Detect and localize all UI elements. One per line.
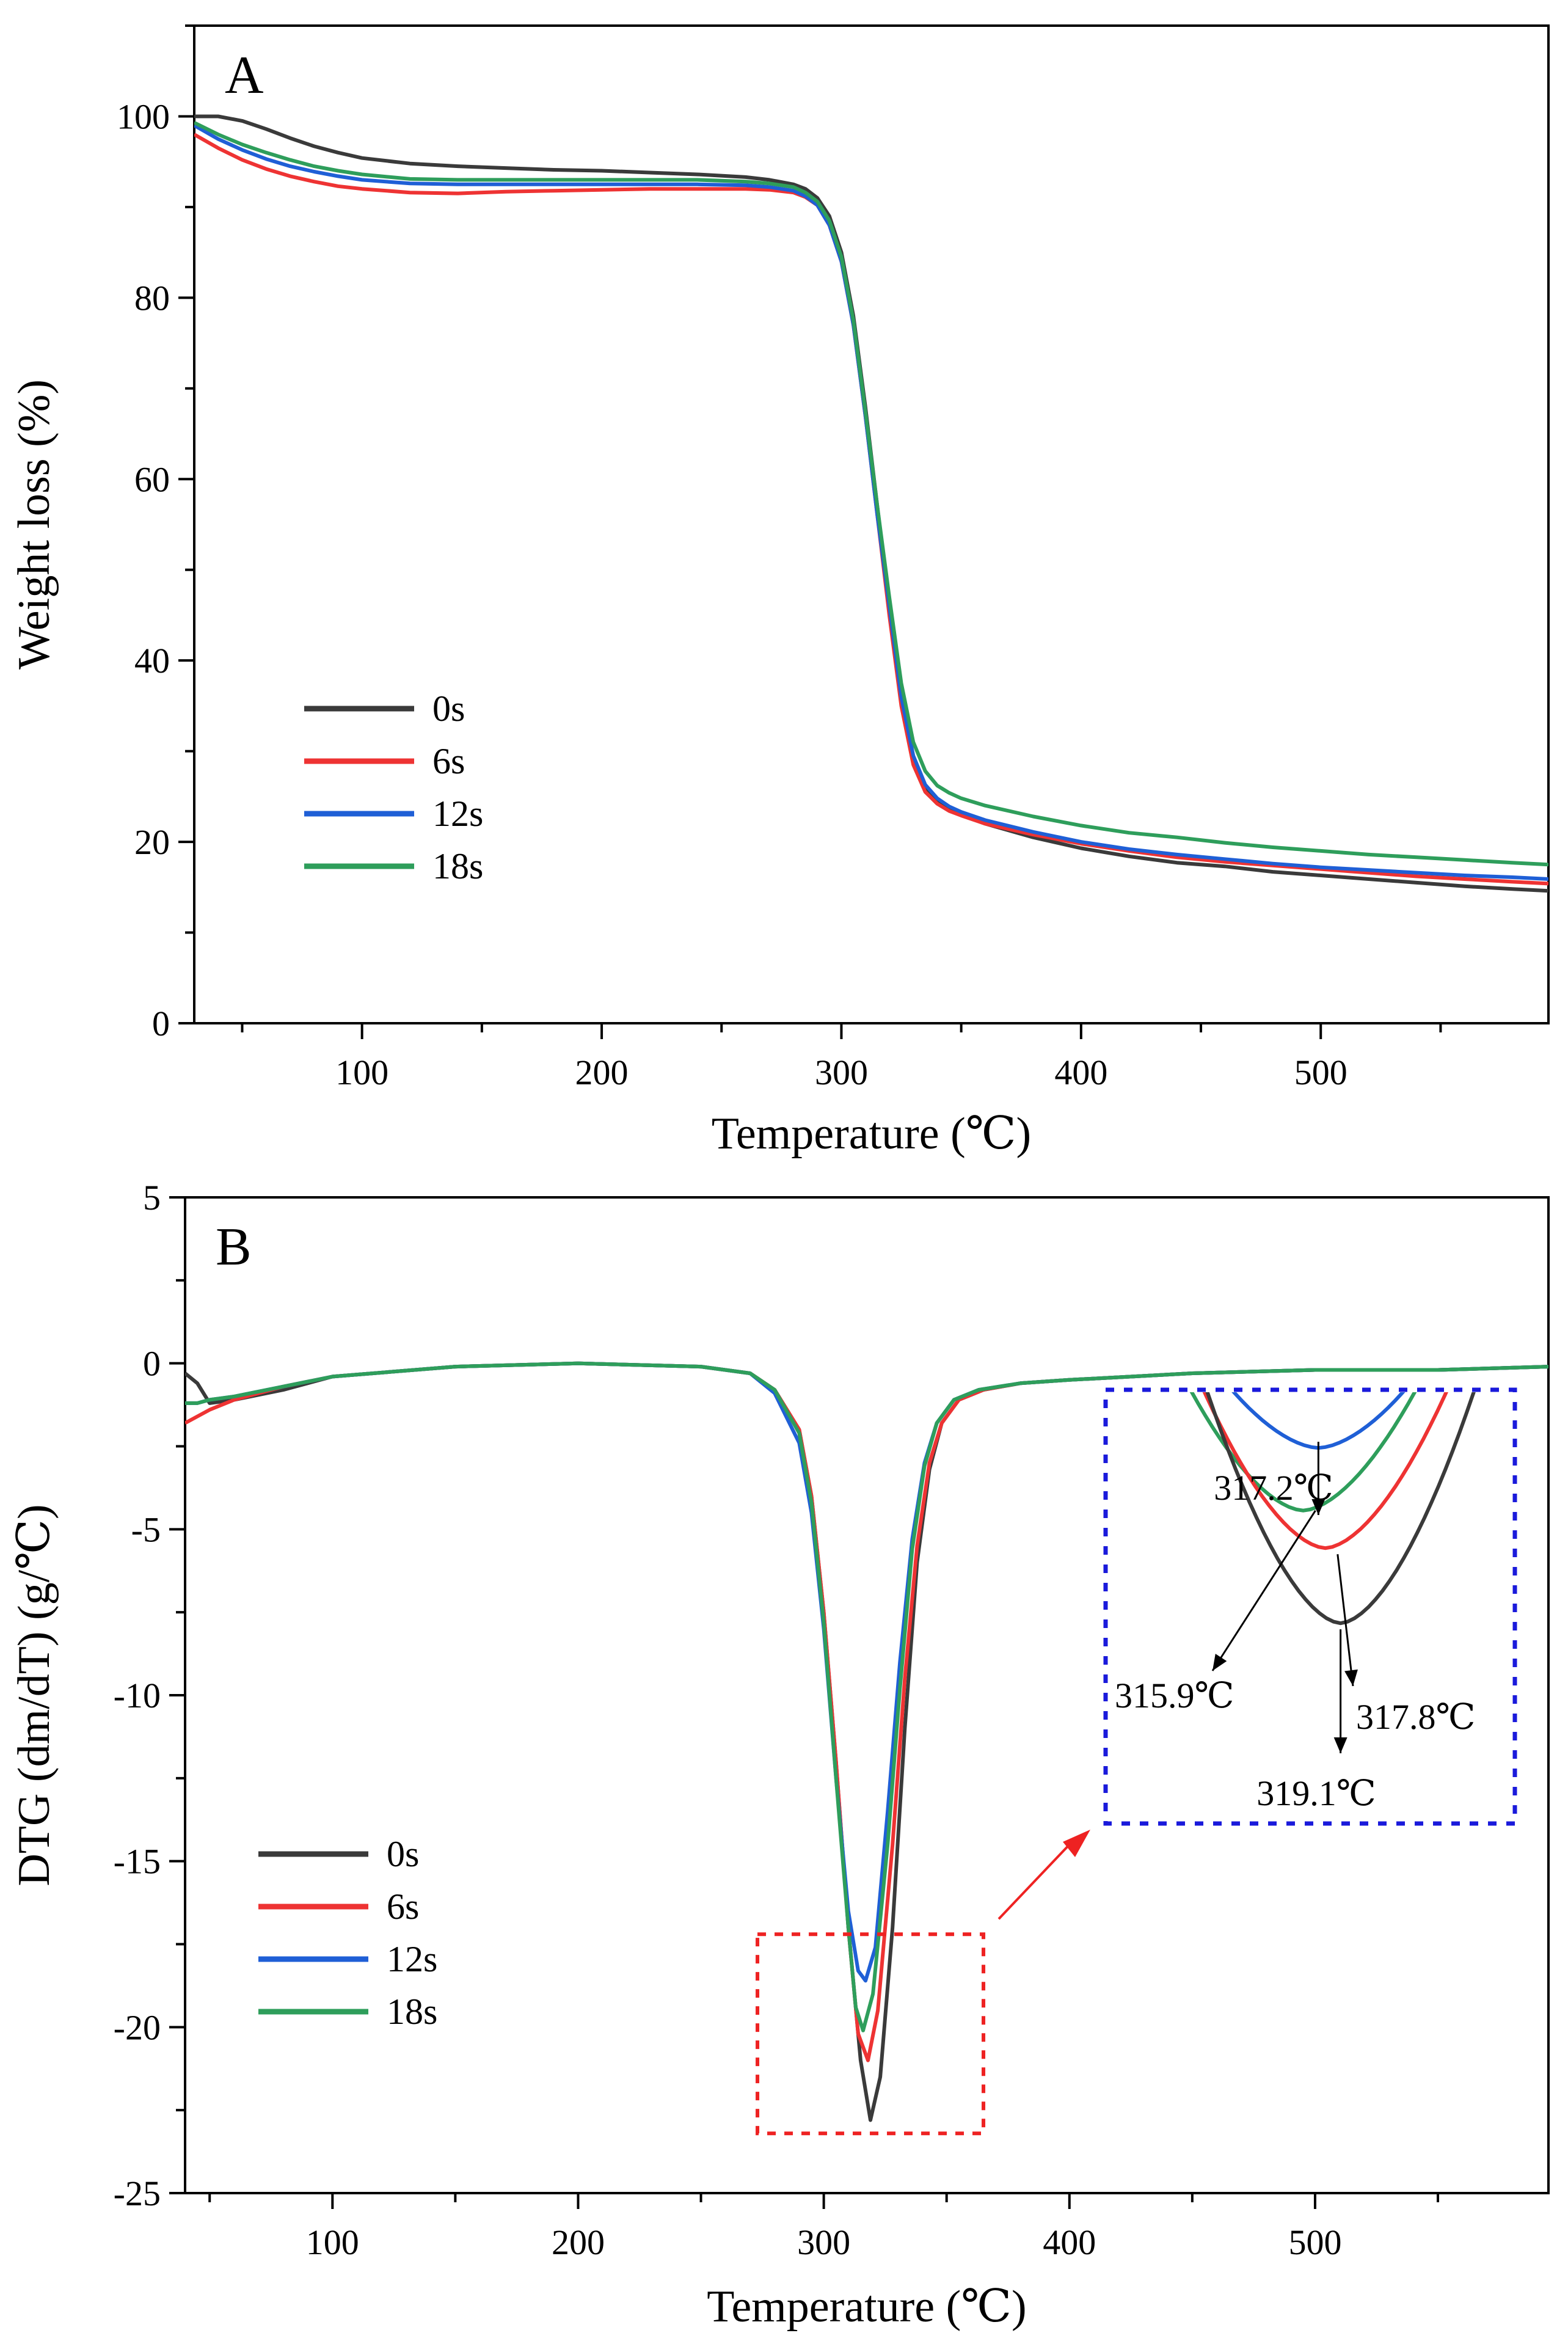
series-line-0s xyxy=(194,114,1548,893)
annotation-12s: 317.2℃ xyxy=(1214,1468,1333,1508)
x-axis-title: Temperature (℃) xyxy=(712,1109,1031,1159)
series-line-18s xyxy=(185,1361,1548,2032)
x-tick-label: 100 xyxy=(306,2222,359,2262)
x-tick-label: 300 xyxy=(815,1053,868,1092)
y-tick-label: 40 xyxy=(134,641,170,681)
x-tick-label: 400 xyxy=(1054,1053,1107,1092)
x-tick-label: 200 xyxy=(575,1053,629,1092)
legend-label-18s: 18s xyxy=(387,1992,437,2032)
legend-label-6s: 6s xyxy=(432,741,465,781)
y-tick-label: -15 xyxy=(114,1842,161,1882)
annotation-arrow-18s xyxy=(1211,1510,1316,1671)
y-tick-label: 60 xyxy=(134,459,170,499)
panel-a: 100 200 300 400 500 0 20 40 60 80 100 Temperature (… xyxy=(9,24,1550,1159)
y-tick-label: -20 xyxy=(114,2007,161,2047)
y-tick-label: 5 xyxy=(143,1178,161,1218)
legend-label-12s: 12s xyxy=(387,1939,437,1979)
annotation-arrowhead-0s xyxy=(1333,1737,1347,1753)
legend-label-6s: 6s xyxy=(387,1886,419,1927)
zoom-arrow-head xyxy=(1063,1830,1090,1857)
annotation-arrowhead-18s xyxy=(1212,1654,1227,1671)
series-line-6s xyxy=(194,133,1548,886)
y-tick-label: 80 xyxy=(134,278,170,318)
plot-frame xyxy=(193,24,1550,1024)
series-line-18s xyxy=(194,121,1548,867)
zoom-region-box xyxy=(756,1932,986,2136)
annotation-18s: 315.9℃ xyxy=(1115,1676,1234,1715)
legend-label-0s: 0s xyxy=(387,1834,419,1874)
series-line-12s xyxy=(194,123,1548,881)
annotation-0s: 319.1℃ xyxy=(1256,1773,1376,1813)
y-tick-label: -25 xyxy=(114,2174,161,2213)
y-axis-title: Weight loss (%) xyxy=(9,379,59,670)
inset-curve-18s xyxy=(1189,1392,1417,1513)
legend-label-18s: 18s xyxy=(432,846,483,886)
x-tick-label: 400 xyxy=(1043,2222,1096,2262)
y-axis-title: DTG (dm/dT) (g/℃) xyxy=(9,1504,59,1886)
panel-b: 100 200 300 400 500 -25 -20 -15 -10 -5 0 5 Temperatu… xyxy=(9,1178,1550,2332)
legend-label-0s: 0s xyxy=(432,688,465,729)
legend-label-12s: 12s xyxy=(432,794,483,834)
inset-curve-0s xyxy=(1205,1392,1476,1626)
x-tick-label: 100 xyxy=(335,1053,388,1092)
x-axis-title: Temperature (℃) xyxy=(707,2282,1026,2332)
x-tick-label: 300 xyxy=(797,2222,850,2262)
y-tick-label: 0 xyxy=(143,1344,161,1384)
y-tick-label: 100 xyxy=(117,97,170,136)
x-tick-label: 200 xyxy=(552,2222,605,2262)
panel-label: B xyxy=(216,1218,252,1277)
x-tick-label: 500 xyxy=(1294,1053,1347,1092)
annotation-6s: 317.8℃ xyxy=(1356,1697,1475,1737)
annotation-arrow-6s xyxy=(1336,1554,1354,1687)
annotation-arrowhead-6s xyxy=(1344,1669,1358,1686)
annotation-arrowhead-12s xyxy=(1311,1499,1326,1515)
panel-label: A xyxy=(225,46,264,105)
y-tick-label: -10 xyxy=(114,1676,161,1715)
y-tick-label: -5 xyxy=(131,1510,161,1549)
y-tick-label: 20 xyxy=(134,822,170,862)
zoom-arrow-line xyxy=(997,1841,1073,1920)
y-tick-label: 0 xyxy=(152,1004,170,1043)
x-tick-label: 500 xyxy=(1288,2222,1341,2262)
